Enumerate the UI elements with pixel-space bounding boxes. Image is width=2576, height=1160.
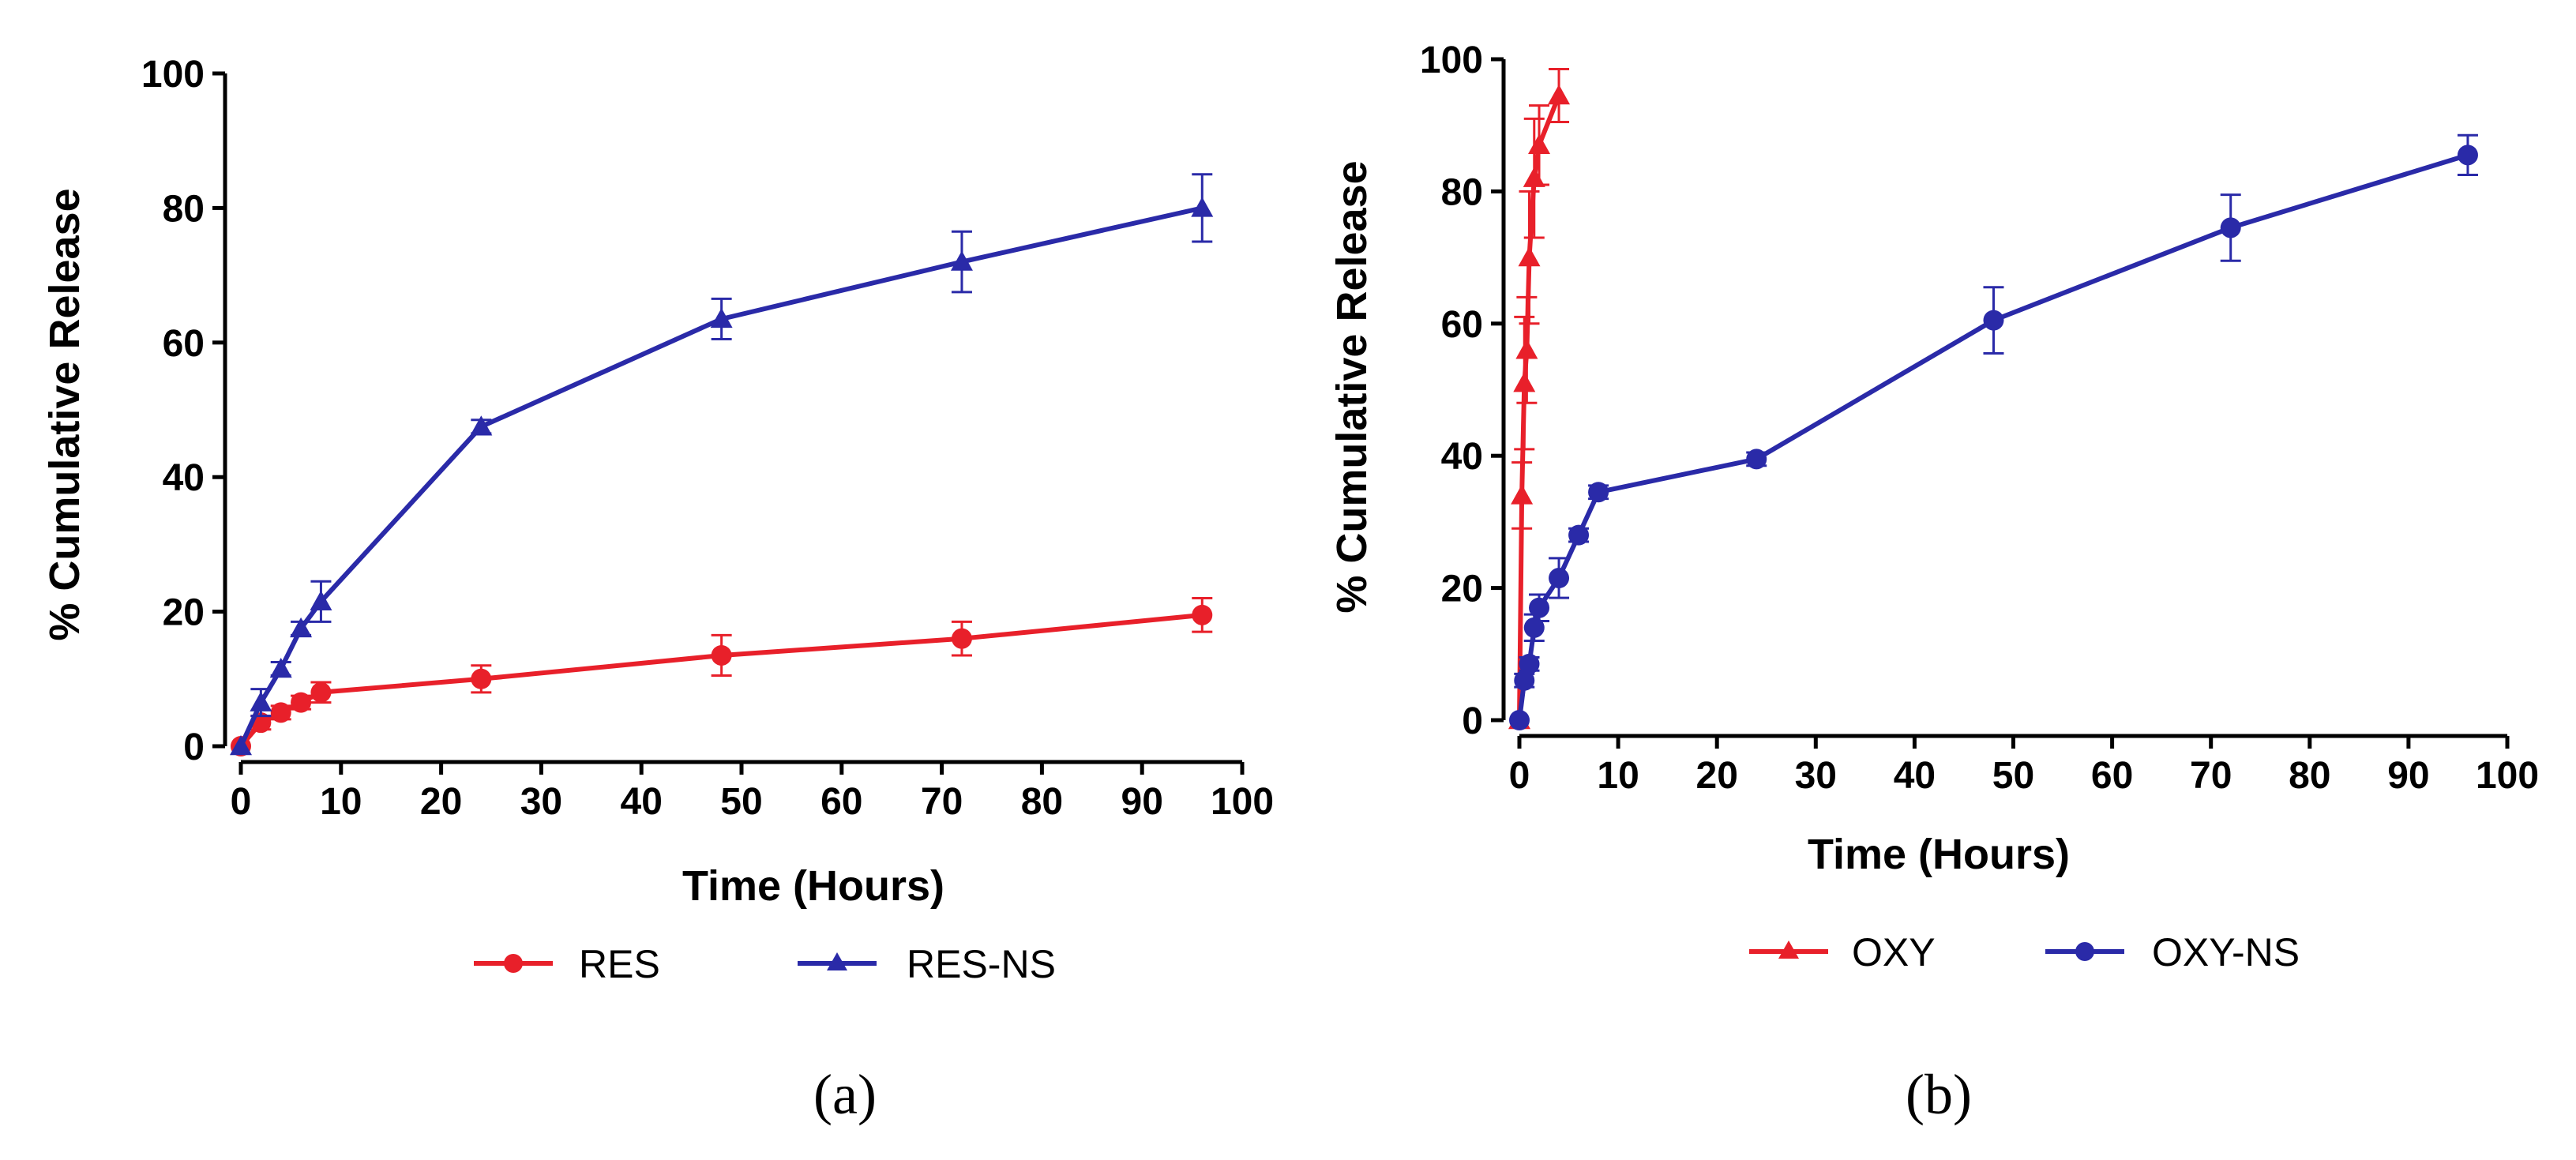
- series-line-oxy-ns: [1517, 152, 2469, 721]
- data-point-oxy-ns: [1519, 653, 1540, 674]
- y-axis-title-a: % Cumulative Release: [41, 188, 88, 640]
- data-point-res: [471, 668, 492, 689]
- data-point-res: [270, 702, 291, 723]
- data-point-oxy: [1515, 339, 1538, 359]
- x-tick-label-a: 30: [520, 781, 562, 823]
- x-tick-label-b: 60: [2091, 755, 2133, 797]
- data-point-oxy-ns: [1983, 310, 2004, 331]
- data-point-oxy: [1513, 372, 1536, 392]
- data-point-res: [310, 681, 332, 703]
- legend-marker-oxy-ns: [2075, 942, 2094, 961]
- x-tick-label-a: 70: [921, 781, 963, 823]
- data-point-res: [711, 644, 732, 666]
- series-oxy: [1508, 68, 1571, 730]
- x-tick-label-b: 100: [2476, 755, 2539, 797]
- data-point-res-ns: [1191, 197, 1214, 217]
- data-point-oxy-ns: [2220, 217, 2241, 238]
- data-point-res: [291, 692, 312, 713]
- x-tick-label-a: 40: [621, 781, 663, 823]
- y-tick-label-a: 40: [163, 457, 205, 499]
- data-point-res-ns: [950, 250, 973, 271]
- series-res: [231, 597, 1213, 756]
- data-point-res-ns: [250, 691, 272, 711]
- data-point-oxy-ns: [1529, 597, 1550, 618]
- y-tick-label-b: 100: [1420, 39, 1483, 81]
- data-point-oxy-ns: [1523, 617, 1545, 638]
- y-tick-label-a: 0: [183, 726, 205, 768]
- y-tick-label-a: 100: [141, 54, 205, 96]
- y-tick-label-a: 60: [163, 323, 205, 365]
- panel-label-b: (b): [1906, 1063, 1972, 1126]
- x-tick-label-a: 0: [231, 781, 252, 823]
- data-point-oxy-ns: [1509, 710, 1530, 730]
- legend-label-oxy-ns: OXY-NS: [2152, 930, 2300, 974]
- data-point-res-ns: [310, 590, 332, 611]
- data-point-oxy: [1518, 246, 1541, 267]
- data-point-oxy: [1548, 84, 1571, 105]
- data-point-oxy-ns: [1588, 482, 1609, 503]
- x-axis-title-b: Time (Hours): [1808, 831, 2070, 878]
- x-tick-label-b: 70: [2190, 755, 2232, 797]
- data-point-oxy-ns: [1746, 449, 1767, 470]
- legend-label-res: RES: [579, 942, 660, 986]
- legend-a: RES RES-NS: [474, 942, 1056, 986]
- legend-marker-res-ns: [827, 952, 847, 970]
- data-point-oxy-ns: [2457, 145, 2478, 166]
- x-tick-label-a: 60: [820, 781, 862, 823]
- legend-marker-oxy: [1778, 940, 1799, 959]
- data-point-res: [1192, 604, 1213, 625]
- x-tick-label-b: 30: [1795, 755, 1837, 797]
- data-point-res-ns: [269, 658, 292, 678]
- data-point-res-ns: [290, 617, 313, 638]
- legend-label-res-ns: RES-NS: [907, 942, 1056, 986]
- y-tick-label-a: 20: [163, 592, 205, 634]
- x-tick-label-b: 20: [1696, 755, 1738, 797]
- y-tick-label-b: 0: [1462, 700, 1483, 742]
- y-tick-label-b: 20: [1441, 569, 1483, 610]
- series-res-ns: [230, 173, 1214, 756]
- chart-panel-a: 0 10 20 30 40 50 60 70 80 90 100 0 20 40 60 80 100: [141, 54, 1274, 823]
- x-tick-label-a: 20: [420, 781, 462, 823]
- legend-marker-res: [504, 954, 523, 973]
- data-point-res: [951, 628, 972, 649]
- y-tick-label-b: 80: [1441, 171, 1483, 213]
- data-point-oxy: [1528, 133, 1551, 155]
- x-tick-label-b: 10: [1597, 755, 1639, 797]
- data-point-res-ns: [710, 307, 733, 328]
- data-point-res-ns: [470, 415, 493, 436]
- data-point-res-ns: [230, 735, 252, 756]
- x-tick-label-b: 90: [2387, 755, 2429, 797]
- data-point-oxy: [1511, 484, 1534, 505]
- legend-label-oxy: OXY: [1852, 930, 1936, 974]
- series-oxy-ns: [1509, 133, 2478, 730]
- x-tick-label-b: 80: [2289, 755, 2330, 797]
- chart-panel-b: 0 10 20 30 40 50 60 70 80 90 100 0 20 40 60 80 100: [1420, 39, 2539, 797]
- y-tick-label-b: 60: [1441, 304, 1483, 346]
- data-point-oxy-ns: [1549, 568, 1570, 589]
- x-tick-label-a: 80: [1021, 781, 1063, 823]
- x-tick-label-a: 90: [1121, 781, 1163, 823]
- y-axis-title-b: % Cumulative Release: [1328, 160, 1376, 613]
- data-point-oxy-ns: [1568, 524, 1590, 546]
- legend-b: OXY OXY-NS: [1749, 930, 2300, 974]
- x-tick-label-b: 40: [1894, 755, 1936, 797]
- panel-label-a: (a): [813, 1063, 877, 1126]
- y-tick-label-a: 80: [163, 188, 205, 230]
- x-tick-label-b: 0: [1509, 755, 1530, 797]
- x-tick-label-b: 50: [1992, 755, 2034, 797]
- data-point-oxy-ns: [1514, 670, 1535, 691]
- x-axis-title-a: Time (Hours): [682, 862, 944, 910]
- y-tick-label-b: 40: [1441, 436, 1483, 478]
- x-tick-label-a: 50: [720, 781, 762, 823]
- x-tick-label-a: 100: [1211, 781, 1274, 823]
- x-tick-label-a: 10: [320, 781, 362, 823]
